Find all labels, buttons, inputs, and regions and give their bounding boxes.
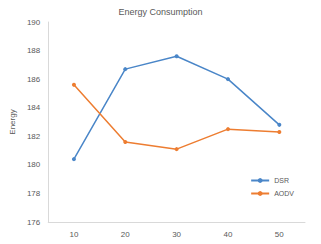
svg-text:20: 20 xyxy=(121,230,130,239)
svg-text:DSR: DSR xyxy=(274,177,289,184)
svg-text:188: 188 xyxy=(27,46,41,55)
svg-text:30: 30 xyxy=(172,230,181,239)
svg-text:10: 10 xyxy=(69,230,78,239)
svg-text:176: 176 xyxy=(27,218,41,227)
svg-text:AODV: AODV xyxy=(274,190,294,197)
svg-text:190: 190 xyxy=(27,18,41,27)
svg-text:186: 186 xyxy=(27,75,41,84)
svg-text:180: 180 xyxy=(27,160,41,169)
svg-text:184: 184 xyxy=(27,103,41,112)
svg-text:178: 178 xyxy=(27,189,41,198)
svg-text:182: 182 xyxy=(27,132,41,141)
svg-text:Energy Consumption: Energy Consumption xyxy=(118,7,202,17)
svg-text:50: 50 xyxy=(275,230,284,239)
svg-text:40: 40 xyxy=(224,230,233,239)
svg-text:Energy: Energy xyxy=(8,109,17,134)
